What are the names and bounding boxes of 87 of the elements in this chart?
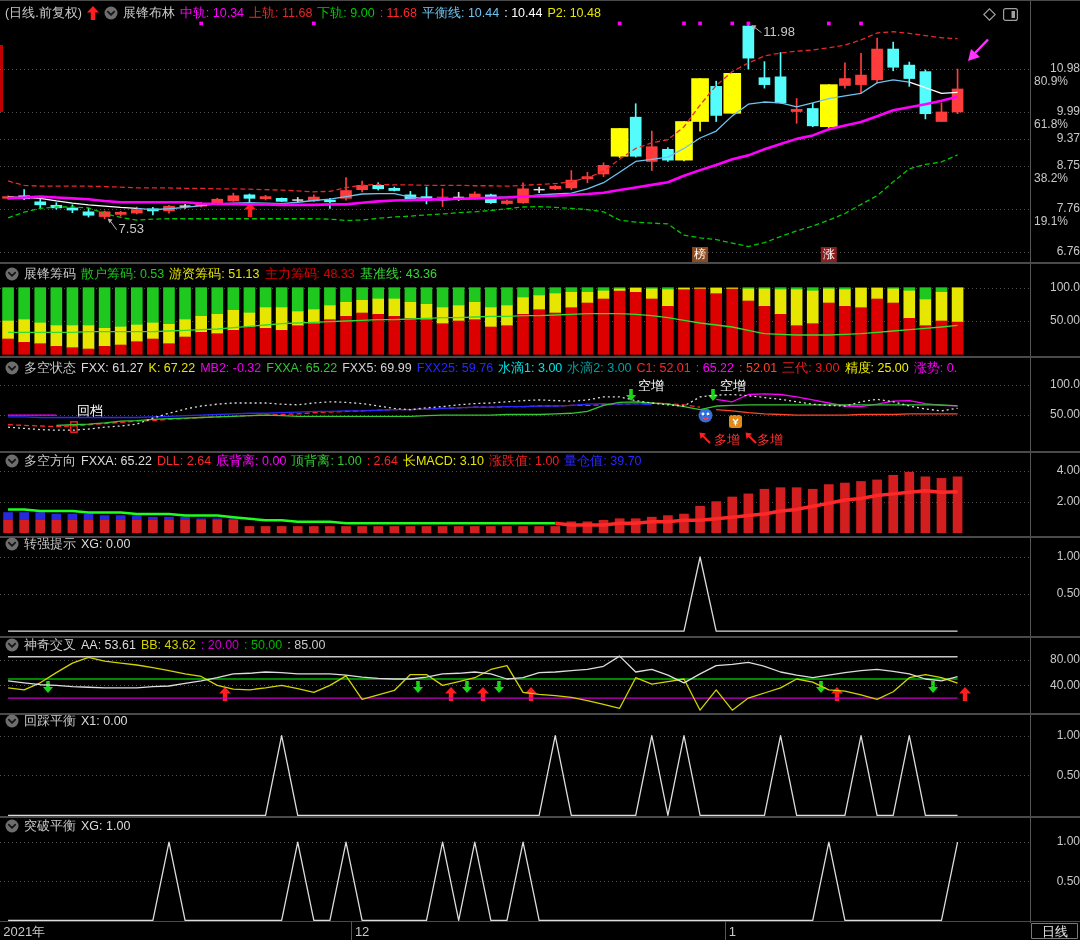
- annotation: 空增: [720, 377, 746, 393]
- annotation: 7.53: [118, 221, 144, 237]
- chart-title: 回踩平衡: [24, 714, 76, 729]
- legend-label: 涨势: 0.: [913, 361, 958, 376]
- legend-label: MB2: -0.32: [200, 361, 262, 376]
- text: 主力筹码: 48.33: [264, 267, 355, 282]
- chart-title: 转强提示: [24, 537, 76, 552]
- annotation: 榜: [694, 247, 707, 262]
- y-tick-label: 1.00: [1056, 549, 1080, 564]
- legend-label: : 11.68: [379, 6, 417, 21]
- y-tick-label: 10.98: [1049, 61, 1080, 76]
- y-tick-label: 0.50: [1056, 873, 1080, 888]
- text: XG: 0.00: [81, 537, 131, 552]
- text: : 50.00: [244, 638, 283, 653]
- text: 日线: [1042, 923, 1068, 939]
- y-tick-label: 6.76: [1056, 244, 1080, 259]
- y-tick-label: 1.00: [1056, 727, 1080, 742]
- legend-label: 量仓值: 39.70: [564, 454, 642, 469]
- y-tick-label: 80.00: [1049, 652, 1080, 667]
- annotation: 空增: [638, 377, 664, 393]
- legend-label: 长MACD: 3.10: [402, 454, 485, 469]
- y-tick-label: 40.00: [1049, 677, 1080, 692]
- text: X1: 0.00: [81, 714, 128, 729]
- legend-label: FXX5: 69.99: [342, 361, 412, 376]
- y-tick-label: 8.75: [1056, 158, 1080, 173]
- legend-label: : 2.64: [366, 454, 398, 469]
- series-label: : 85.00: [287, 638, 326, 653]
- y-tick-label: 50.00: [1049, 313, 1080, 328]
- legend-label: 水滴1: 3.00: [498, 361, 563, 376]
- chart-title: 多空状态: [24, 361, 76, 376]
- y-tick-label: 2.00: [1056, 493, 1080, 508]
- text: AA: 53.61: [81, 638, 136, 653]
- annotation: 涨: [822, 247, 835, 262]
- y-tick-label: 0.50: [1056, 586, 1080, 601]
- text: FXX: 61.27: [81, 361, 144, 376]
- y-tick-label: 0.50: [1056, 767, 1080, 782]
- legend-label: 底背离: 0.00: [216, 454, 287, 469]
- text: C1: 52.01: [636, 361, 691, 376]
- text: : 52.01: [739, 361, 778, 376]
- y-tick-label: 1.00: [1056, 834, 1080, 849]
- text: XG: 1.00: [81, 819, 131, 834]
- y-tick-label: 4.00: [1056, 462, 1080, 477]
- legend-label: P2: 10.48: [547, 6, 601, 21]
- text: 中轨: 10.34: [179, 6, 245, 21]
- annotation: 回档: [77, 402, 103, 418]
- text: DLL: 2.64: [156, 454, 212, 469]
- y-tick-label: 9.37: [1056, 131, 1080, 146]
- text: FXX25: 59.76: [416, 361, 494, 376]
- y-tick-label: 100.0: [1049, 279, 1080, 294]
- y-tick-label: 9.99: [1056, 104, 1080, 119]
- annotation: 多增: [714, 431, 740, 447]
- chart-title: 突破平衡: [24, 819, 76, 834]
- x-tick-label: 2021年: [3, 923, 46, 939]
- legend-label: 三代: 3.00: [782, 361, 840, 376]
- series-label: BB: 43.62: [140, 638, 196, 653]
- x-tick-label: 1: [728, 923, 736, 939]
- y2-tick-label: 80.9%: [1034, 74, 1069, 89]
- chart-title: 展锋布林: [122, 6, 175, 21]
- chart-subtitle: (日线.前复权): [5, 6, 82, 21]
- text: : 10.44: [504, 6, 543, 21]
- y-tick-label: 7.76: [1056, 201, 1080, 216]
- text: 游资筹码: 51.13: [169, 267, 260, 282]
- y2-tick-label: 61.8%: [1034, 117, 1069, 132]
- series-label: : 65.22: [695, 361, 735, 376]
- series-label: 散户筹码: 0.53: [81, 267, 165, 282]
- text: 基准线: 43.36: [359, 267, 437, 282]
- legend-label: FXXA: 65.22: [81, 454, 152, 469]
- text: FXXA: 65.22: [266, 361, 338, 376]
- chart-title: 展锋筹码: [24, 267, 76, 282]
- legend-label: 顶背离: 1.00: [291, 454, 362, 469]
- y2-tick-label: 19.1%: [1034, 214, 1069, 229]
- text: 平衡线: 10.44: [421, 6, 500, 21]
- legend-label: 精度: 25.00: [844, 361, 909, 376]
- legend-label: 水滴2: 3.00: [567, 361, 632, 376]
- legend-label: 涨跌值: 1.00: [489, 454, 560, 469]
- x-tick-label: 12: [354, 923, 370, 939]
- chart-title: 神奇交叉: [24, 638, 76, 653]
- y-tick-label: 100.0: [1049, 377, 1080, 392]
- text: 下轨: 9.00: [317, 6, 375, 21]
- y-tick-label: 50.00: [1049, 407, 1080, 422]
- legend-label: K: 67.22: [148, 361, 196, 376]
- chart-title: 多空方向: [24, 454, 76, 469]
- text: : 20.00: [200, 638, 240, 653]
- annotation: 多增: [757, 431, 783, 447]
- text: 上轨: 11.68: [249, 6, 313, 21]
- y2-tick-label: 38.2%: [1034, 170, 1069, 185]
- annotation: 11.98: [763, 24, 795, 40]
